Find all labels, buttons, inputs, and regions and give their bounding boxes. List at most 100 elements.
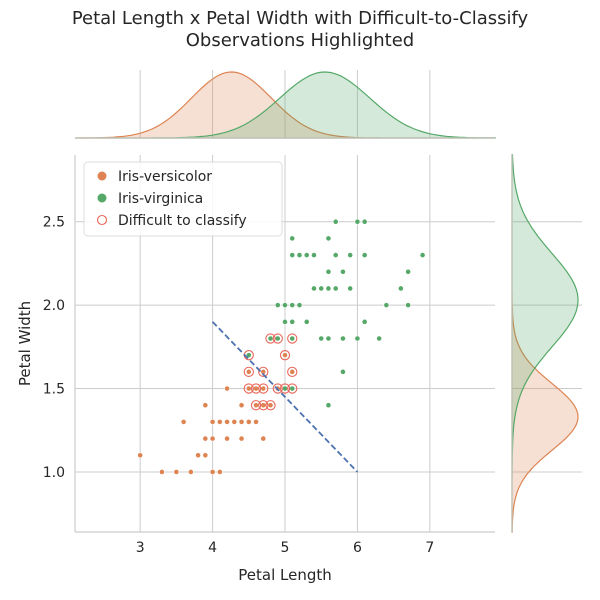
legend-label-1: Iris-versicolor [118,169,212,185]
point-iris-virginica [274,302,281,309]
x-tick-label: 4 [208,540,217,556]
point-iris-versicolor [173,469,180,475]
point-iris-versicolor [202,435,209,442]
legend-marker-1 [97,171,107,181]
point-iris-versicolor [245,368,252,375]
point-iris-versicolor [231,419,238,425]
point-iris-virginica [419,252,426,258]
point-iris-virginica [397,285,404,292]
point-iris-versicolor [195,452,202,459]
point-iris-virginica [325,235,332,242]
point-iris-virginica [325,268,332,275]
point-iris-versicolor [253,402,259,409]
y-tick-label: 2.0 [43,298,65,314]
legend-marker-2 [97,193,107,203]
point-iris-versicolor [289,368,296,375]
point-iris-virginica [361,218,368,225]
point-difficult [243,366,254,378]
point-iris-virginica [383,302,390,309]
point-iris-versicolor [245,385,252,392]
point-iris-virginica [376,335,383,342]
legend: Iris-versicolor Iris-virginica Difficult t… [83,161,283,237]
y-axis-label: Petal Width [16,301,34,386]
point-iris-virginica [361,252,368,258]
point-iris-versicolor [224,385,230,392]
point-iris-virginica [274,335,281,342]
point-iris-virginica [311,285,317,292]
chart-title-line-1: Petal Length x Petal Width with Difficul… [71,8,529,29]
legend-label-2: Iris-virginica [118,191,203,207]
point-iris-virginica [289,235,296,242]
point-difficult [287,333,298,344]
point-iris-versicolor [224,435,230,442]
point-iris-versicolor [187,469,194,475]
point-iris-virginica [325,335,332,342]
point-iris-virginica [340,335,346,342]
point-difficult [258,366,269,378]
point-iris-versicolor [224,419,230,425]
point-iris-virginica [289,252,296,258]
x-tick-label: 3 [136,540,145,556]
legend-label-3: Difficult to classify [118,213,247,229]
point-iris-virginica [340,368,346,375]
point-iris-virginica [289,302,296,309]
marginal-y-kde [511,154,579,533]
tick-labels: 3 4 5 6 7 1.0 1.5 2.0 2.5 [43,215,435,556]
point-iris-versicolor [238,419,245,425]
point-difficult [250,383,262,394]
point-iris-versicolor [253,419,259,425]
scatter-points [137,218,426,475]
point-iris-virginica [340,268,346,275]
legend-marker-3 [96,214,108,226]
y-tick-label: 2.5 [43,215,65,231]
point-iris-versicolor [209,419,216,425]
point-iris-virginica [289,385,296,392]
legend-box [83,161,283,237]
decision-boundary [211,321,359,473]
point-difficult [279,383,291,394]
point-iris-versicolor [216,469,223,475]
x-tick-label: 6 [353,540,362,556]
point-iris-versicolor [238,402,245,409]
decision-boundary-line [211,321,359,473]
point-iris-versicolor [238,435,245,442]
point-iris-virginica [332,285,339,292]
point-difficult [272,383,283,394]
point-iris-virginica [282,385,288,392]
point-iris-virginica [303,318,310,325]
point-iris-versicolor [260,385,267,392]
point-difficult [258,383,269,394]
point-iris-virginica [332,252,339,258]
point-difficult [287,383,298,394]
point-iris-virginica [289,318,296,325]
point-iris-virginica [361,318,368,325]
point-iris-versicolor [158,469,165,475]
point-difficult [265,333,276,344]
point-iris-virginica [245,352,252,359]
y-tick-label: 1.5 [43,382,65,398]
x-tick-label: 7 [425,540,434,556]
point-iris-virginica [289,335,296,342]
axis-labels: Petal Length Petal Width [16,301,332,584]
point-iris-versicolor [216,419,223,425]
point-iris-virginica [267,335,274,342]
point-iris-virginica [311,252,317,258]
x-tick-label: 5 [281,540,290,556]
point-iris-virginica [347,252,354,258]
point-iris-virginica [332,218,339,225]
point-iris-virginica [347,285,354,292]
point-iris-versicolor [267,402,274,409]
point-iris-versicolor [180,419,187,425]
point-iris-virginica [325,285,332,292]
point-difficult [287,366,298,378]
point-iris-virginica [354,335,361,342]
point-difficult [250,400,262,411]
point-iris-virginica [303,252,310,258]
x-axis-label: Petal Length [238,566,332,584]
axes [74,137,513,533]
grid [75,70,582,532]
point-iris-virginica [296,302,303,309]
point-iris-versicolor [209,469,216,475]
point-iris-versicolor [260,435,267,442]
